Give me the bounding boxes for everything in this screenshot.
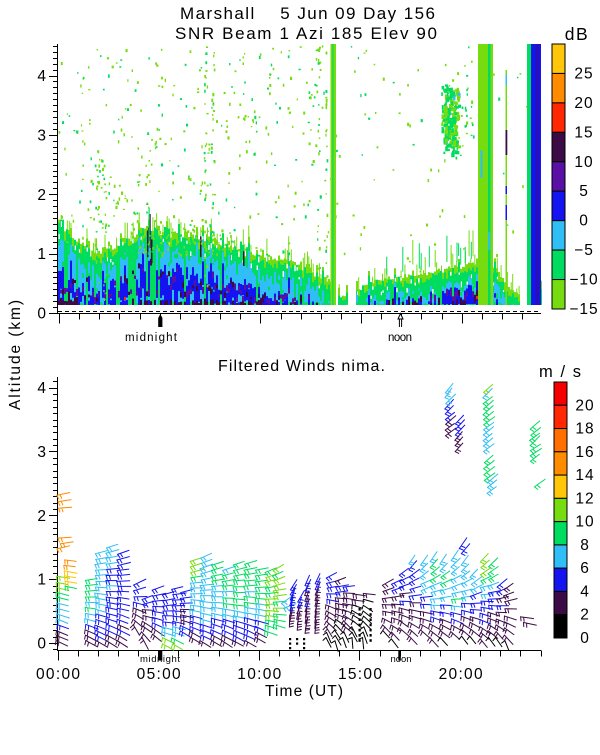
svg-text:20: 20	[574, 95, 593, 112]
svg-text:Marshall 5 Jun 09 Day 156: Marshall 5 Jun 09 Day 156	[180, 4, 435, 23]
svg-text:14: 14	[575, 467, 594, 484]
svg-text:0: 0	[37, 636, 46, 653]
svg-text:4: 4	[37, 68, 46, 85]
svg-text:10: 10	[574, 154, 593, 171]
svg-text:2: 2	[580, 607, 590, 624]
svg-text:Altitude (km): Altitude (km)	[7, 300, 24, 410]
svg-text:m/s: m/s	[539, 363, 581, 381]
svg-text:10:00: 10:00	[237, 666, 281, 683]
svg-text:2: 2	[37, 187, 46, 204]
svg-text:Time (UT): Time (UT)	[265, 683, 343, 700]
svg-text:4: 4	[37, 380, 46, 397]
svg-text:16: 16	[575, 444, 594, 461]
svg-text:−10: −10	[569, 272, 598, 289]
svg-text:05:00: 05:00	[137, 666, 181, 683]
svg-text:midnight: midnight	[140, 654, 180, 665]
svg-text:2: 2	[37, 508, 46, 525]
svg-text:18: 18	[575, 421, 594, 438]
svg-text:12: 12	[575, 490, 594, 507]
svg-text:10: 10	[575, 514, 594, 531]
svg-text:−5: −5	[574, 242, 594, 259]
svg-text:0: 0	[580, 630, 590, 647]
svg-text:3: 3	[37, 127, 46, 144]
svg-text:noon: noon	[391, 654, 412, 665]
svg-text:1: 1	[37, 572, 46, 589]
svg-text:25: 25	[574, 65, 593, 82]
svg-text:6: 6	[580, 560, 590, 577]
svg-text:−15: −15	[569, 301, 598, 318]
svg-text:midnight: midnight	[125, 332, 178, 344]
svg-text:8: 8	[580, 537, 590, 554]
svg-text:dB: dB	[565, 24, 589, 44]
svg-text:1: 1	[37, 246, 46, 263]
svg-text:SNR Beam 1 Azi 185 Elev 90: SNR Beam 1 Azi 185 Elev 90	[175, 24, 437, 43]
svg-text:Filtered Winds nima.: Filtered Winds nima.	[218, 358, 385, 375]
svg-text:0: 0	[579, 213, 589, 230]
svg-text:0: 0	[37, 306, 46, 323]
svg-text:3: 3	[37, 444, 46, 461]
svg-text:5: 5	[579, 183, 589, 200]
svg-text:noon: noon	[388, 332, 412, 344]
svg-text:15:00: 15:00	[338, 666, 382, 683]
svg-text:15: 15	[574, 124, 593, 141]
svg-text:20:00: 20:00	[439, 666, 483, 683]
svg-text:20: 20	[575, 397, 594, 414]
svg-text:4: 4	[580, 583, 590, 600]
svg-text:00:00: 00:00	[36, 666, 80, 683]
